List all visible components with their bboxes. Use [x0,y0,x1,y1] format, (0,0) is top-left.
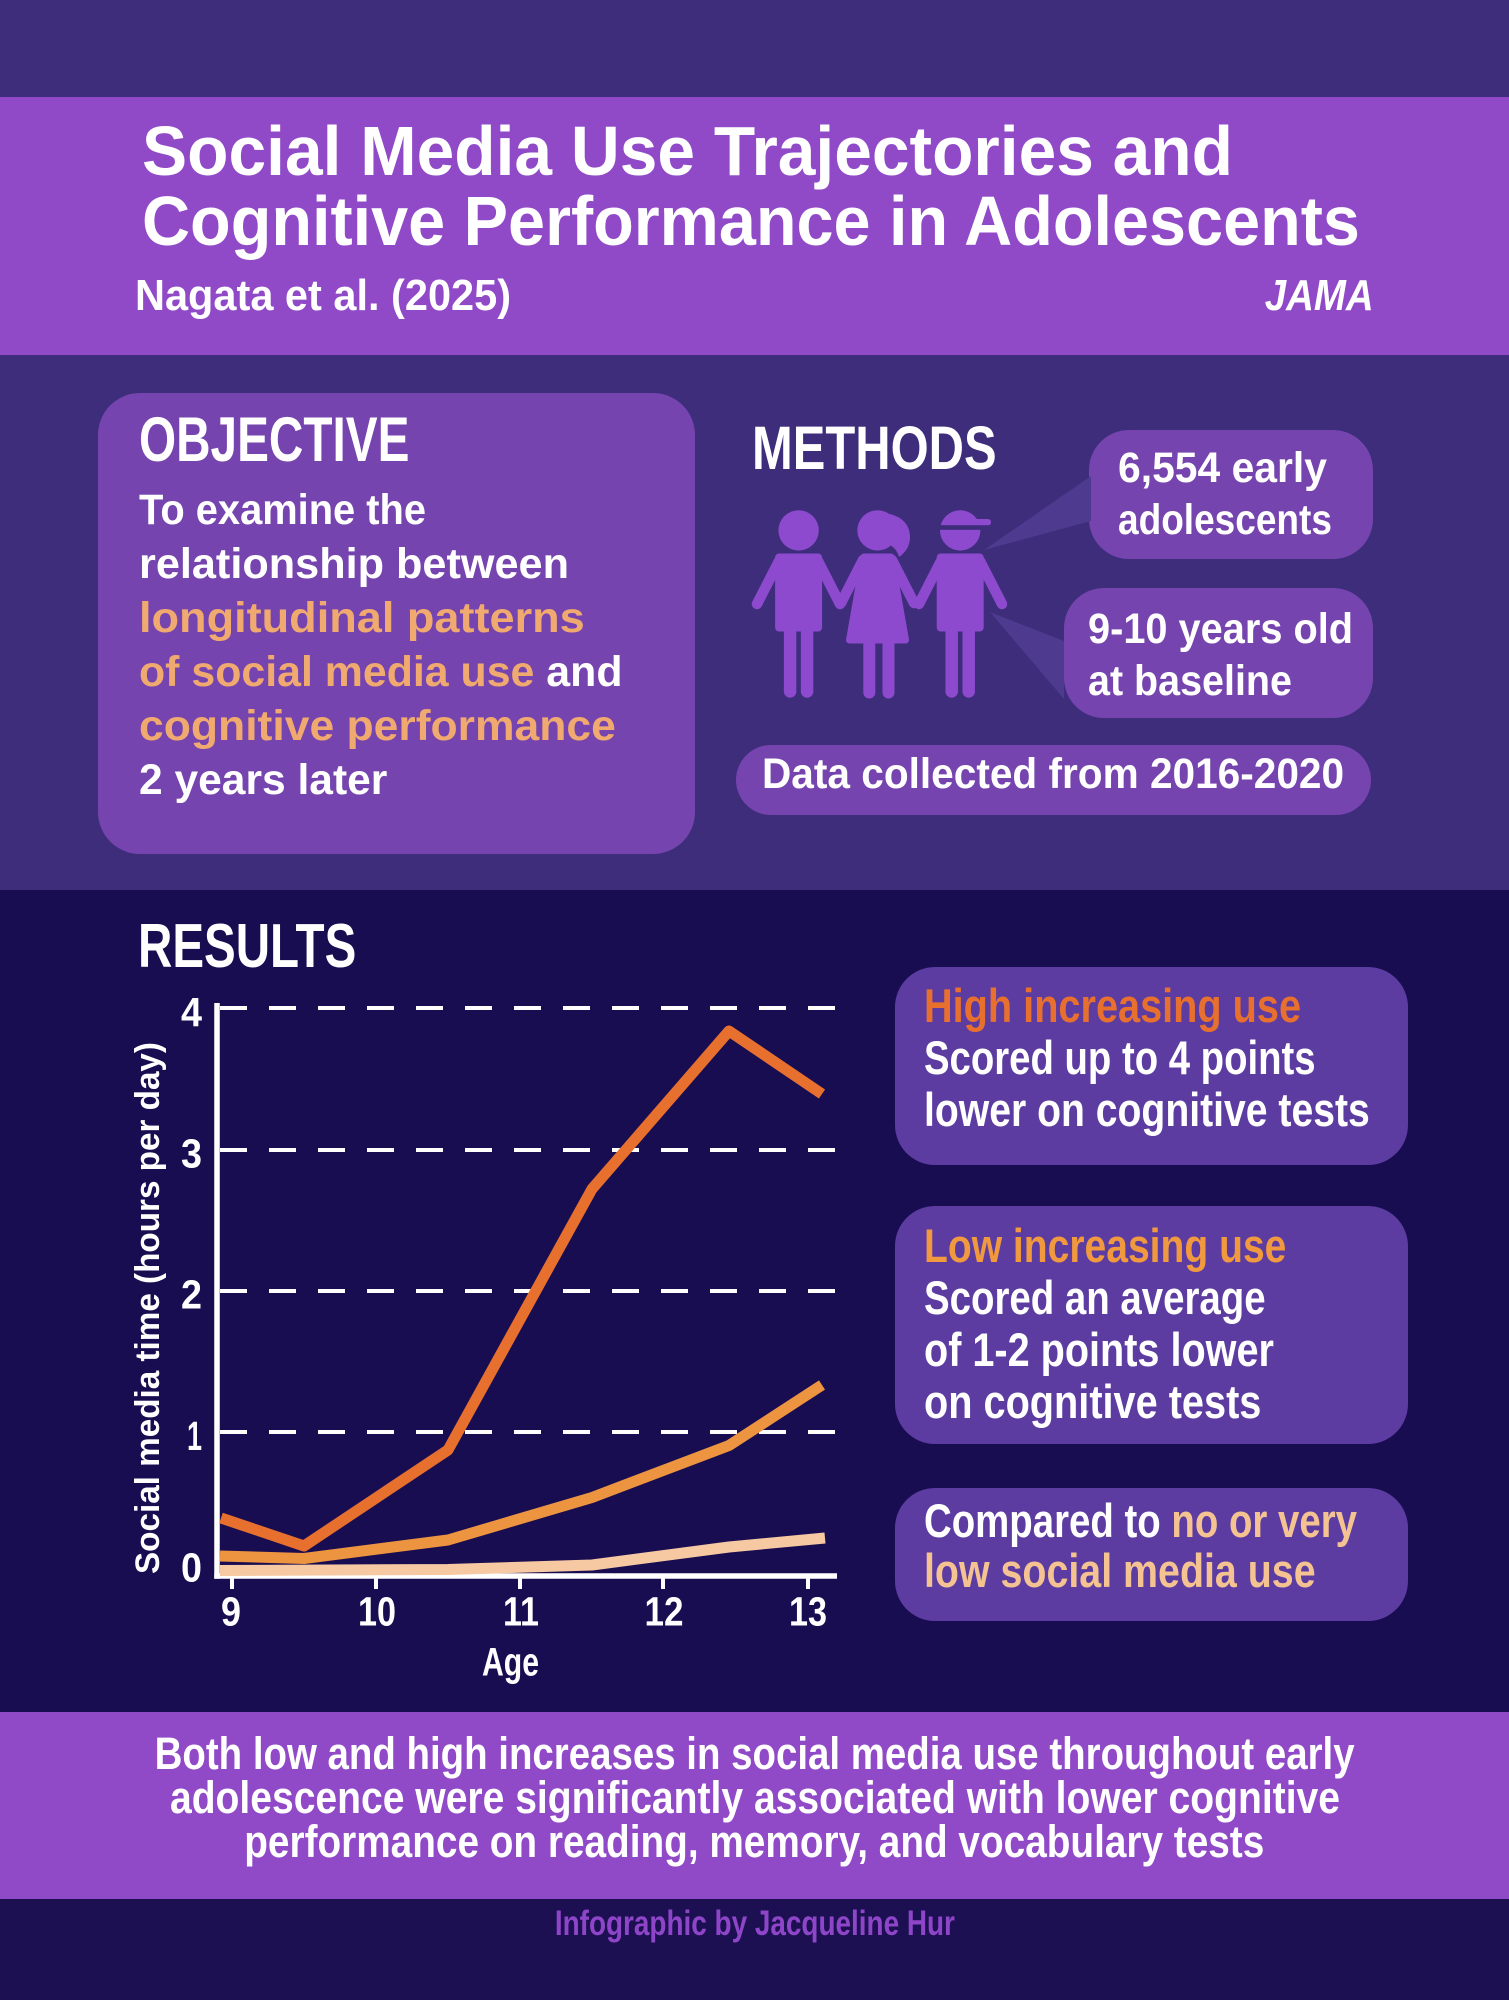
svg-text:13: 13 [789,1589,827,1635]
svg-text:11: 11 [503,1589,539,1635]
svg-text:3: 3 [181,1130,202,1176]
svg-text:10: 10 [358,1589,396,1635]
svg-text:0: 0 [181,1545,202,1591]
svg-text:4: 4 [181,989,202,1035]
svg-text:9: 9 [221,1589,241,1635]
svg-text:Age: Age [482,1641,539,1685]
svg-text:12: 12 [645,1589,684,1635]
svg-text:Social media time (hours per d: Social media time (hours per day) [129,1042,167,1574]
svg-text:2: 2 [181,1272,202,1318]
svg-text:1: 1 [187,1413,202,1459]
